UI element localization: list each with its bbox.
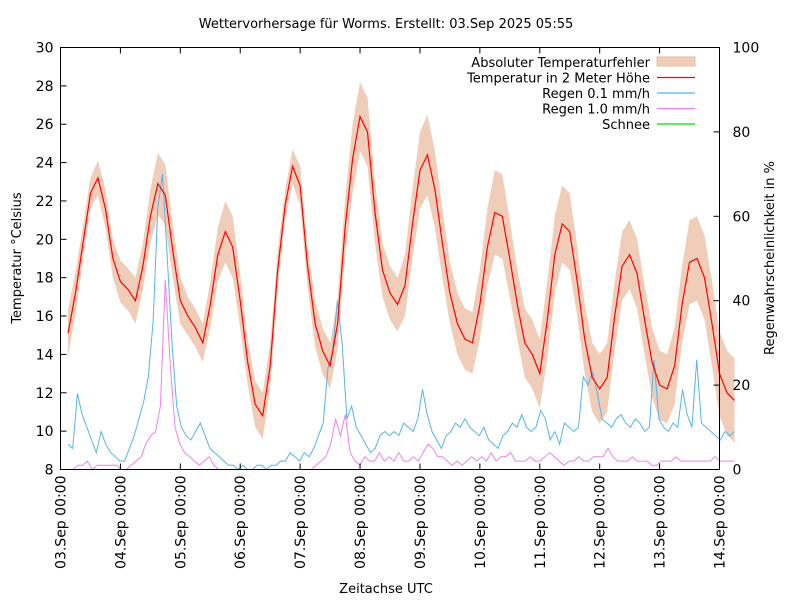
y-axis-title: Temperatur °Celsius [10, 192, 25, 325]
plot-frame [60, 47, 720, 470]
y-tick-label: 12 [36, 386, 54, 402]
x-tick-label: 09.Sep 00:00 [413, 476, 429, 569]
y2-tick-label: 0 [733, 463, 742, 479]
x-tick-label: 08.Sep 00:00 [353, 476, 369, 569]
y2-tick-label: 100 [733, 41, 760, 57]
x-tick-label: 07.Sep 00:00 [293, 476, 309, 569]
x-tick-label: 14.Sep 00:00 [713, 476, 729, 569]
x-tick-label: 03.Sep 00:00 [54, 476, 70, 569]
legend-label: Regen 1.0 mm/h [542, 103, 650, 118]
x-axis: 03.Sep 00:00 04.Sep 00:00 05.Sep 00:00 06.S… [54, 47, 729, 569]
y-tick-label: 8 [45, 463, 54, 479]
legend-label: Schnee [602, 118, 650, 133]
y-tick-label: 22 [36, 194, 54, 210]
y-tick-label: 16 [36, 309, 54, 325]
legend-label: Regen 0.1 mm/h [542, 87, 650, 102]
temperature-layer [67, 114, 735, 418]
chart-title: Wettervorhersage für Worms. Erstellt: 03… [199, 17, 574, 32]
x-tick-label: 11.Sep 00:00 [533, 476, 549, 569]
temperature-error-band-layer [68, 82, 735, 443]
y-tick-label: 18 [36, 271, 54, 287]
y-tick-label: 24 [36, 156, 54, 172]
y2-tick-label: 60 [733, 209, 751, 225]
x-tick-label: 13.Sep 00:00 [653, 476, 669, 569]
x-tick-label: 12.Sep 00:00 [593, 476, 609, 569]
y-tick-label: 30 [36, 41, 54, 57]
legend-label: Absoluter Temperaturfehler [471, 56, 650, 71]
legend-swatch-band [656, 56, 696, 67]
y-tick-label: 10 [36, 424, 54, 440]
y-tick-label: 20 [36, 232, 54, 248]
rain-1mm-line [68, 279, 735, 471]
y2-tick-label: 20 [733, 378, 751, 394]
rain-01mm-layer [67, 174, 735, 471]
y2-tick-label: 40 [733, 294, 751, 310]
y-tick-label: 28 [36, 79, 54, 95]
x-tick-label: 05.Sep 00:00 [173, 476, 189, 569]
rain-01mm-line [67, 174, 735, 471]
x-tick-label: 10.Sep 00:00 [473, 476, 489, 569]
y-axis-left: 8 10 12 14 16 18 20 22 24 26 28 30 [36, 41, 67, 479]
y-tick-label: 14 [36, 347, 54, 363]
y2-axis-title: Regenwahrscheinlichkeit in % [763, 161, 778, 355]
temperature-line [67, 114, 735, 418]
x-tick-label: 06.Sep 00:00 [233, 476, 249, 569]
y2-tick-label: 80 [733, 125, 751, 141]
x-tick-label: 04.Sep 00:00 [113, 476, 129, 569]
rain-1mm-layer [68, 279, 735, 471]
legend-label: Temperatur in 2 Meter Höhe [466, 72, 650, 87]
temperature-error-band [68, 82, 735, 443]
y-axis-right: 0 20 40 60 80 100 [713, 41, 760, 479]
x-axis-title: Zeitachse UTC [339, 582, 433, 597]
y-tick-label: 26 [36, 117, 54, 133]
